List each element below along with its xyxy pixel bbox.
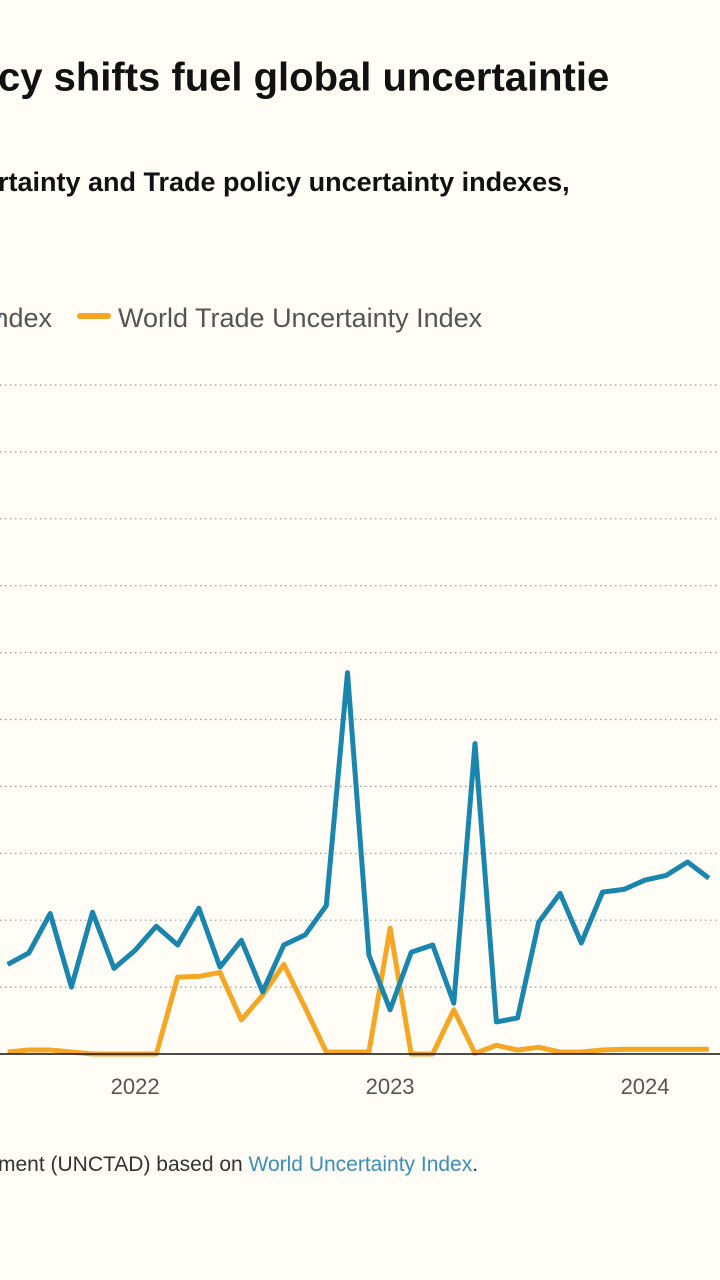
series-line — [6, 670, 711, 1025]
chart-title: cy shifts fuel global uncertaintie — [0, 56, 609, 100]
x-tick-label: 2024 — [621, 1074, 670, 1099]
source-end: . — [472, 1153, 478, 1176]
x-tick-label: 2022 — [111, 1074, 160, 1099]
legend-label: World Trade Uncertainty Index — [118, 303, 483, 333]
x-tick-label: 2023 — [366, 1074, 415, 1099]
source-link[interactable]: World Uncertainty Index — [249, 1153, 473, 1176]
source-note: ment (UNCTAD) based on World Uncertainty… — [0, 1153, 478, 1176]
source-text: ment (UNCTAD) based on — [0, 1153, 249, 1176]
chart-subtitle: rtainty and Trade policy uncertainty ind… — [0, 167, 570, 197]
legend-label: ndex — [0, 303, 52, 333]
